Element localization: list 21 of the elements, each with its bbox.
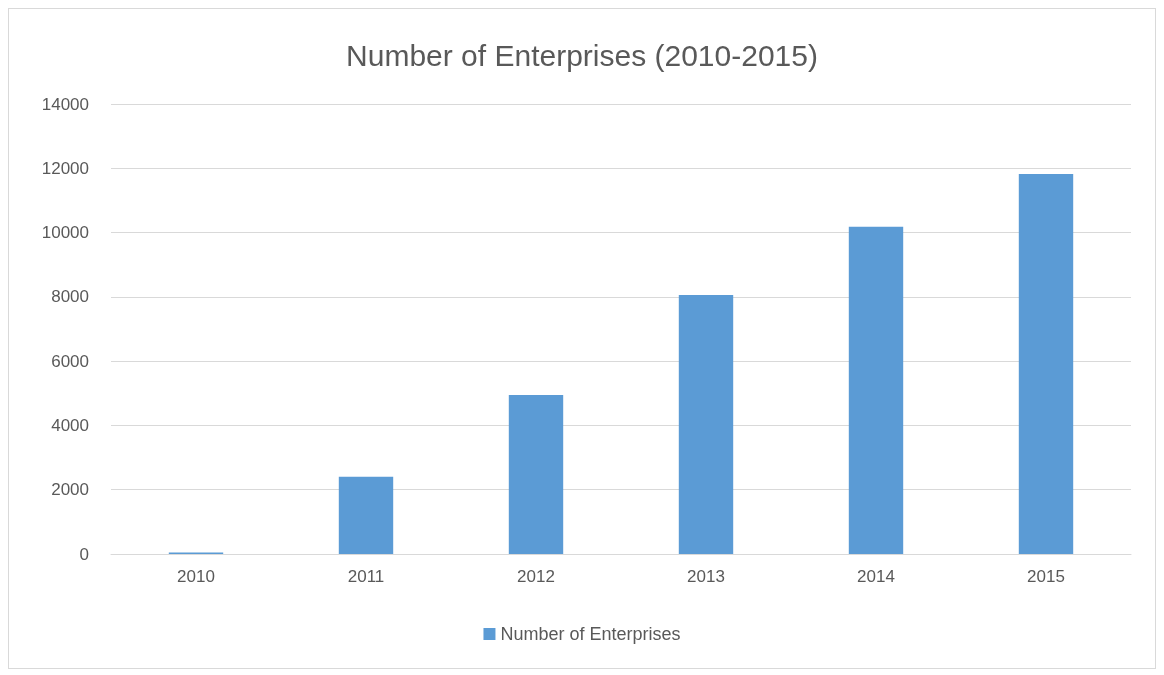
bar <box>848 226 904 554</box>
x-tick-label: 2014 <box>857 567 895 586</box>
y-tick-label: 8000 <box>51 287 89 307</box>
bar <box>678 294 734 554</box>
y-tick-label: 4000 <box>51 415 89 435</box>
y-tick-label: 2000 <box>51 480 89 500</box>
x-tick-label: 2013 <box>687 567 725 586</box>
chart-title: Number of Enterprises (2010-2015) <box>346 38 818 72</box>
y-tick-label: 6000 <box>51 351 89 371</box>
bar <box>1018 174 1074 554</box>
x-tick-label: 2012 <box>517 567 555 586</box>
y-tick-label: 0 <box>79 544 89 564</box>
y-tick-label: 14000 <box>41 94 89 114</box>
y-tick-label: 12000 <box>41 158 89 178</box>
x-tick-label: 2011 <box>347 567 385 586</box>
y-tick-label: 10000 <box>41 223 89 243</box>
legend-label: Number of Enterprises <box>500 624 681 644</box>
bar <box>508 394 564 554</box>
x-tick-label: 2010 <box>177 567 215 586</box>
x-tick-label: 2015 <box>1027 567 1065 586</box>
bar <box>338 476 394 554</box>
